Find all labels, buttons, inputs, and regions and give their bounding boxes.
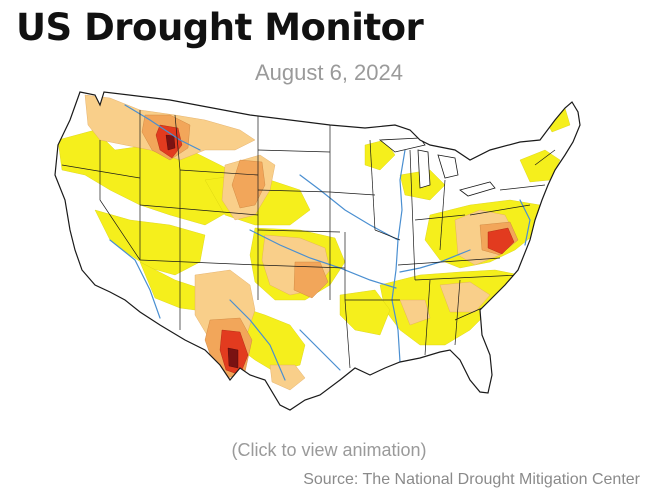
great-lakes <box>378 137 496 197</box>
page-title: US Drought Monitor <box>16 6 424 49</box>
source-credit: Source: The National Drought Mitigation … <box>303 471 640 488</box>
rivers <box>109 104 531 381</box>
drought-d4-areas <box>165 134 239 369</box>
drought-map[interactable] <box>50 88 610 433</box>
map-date: August 6, 2024 <box>254 60 403 85</box>
state-borders <box>61 110 556 369</box>
click-to-animate-link[interactable]: (Click to view animation) <box>231 440 427 460</box>
